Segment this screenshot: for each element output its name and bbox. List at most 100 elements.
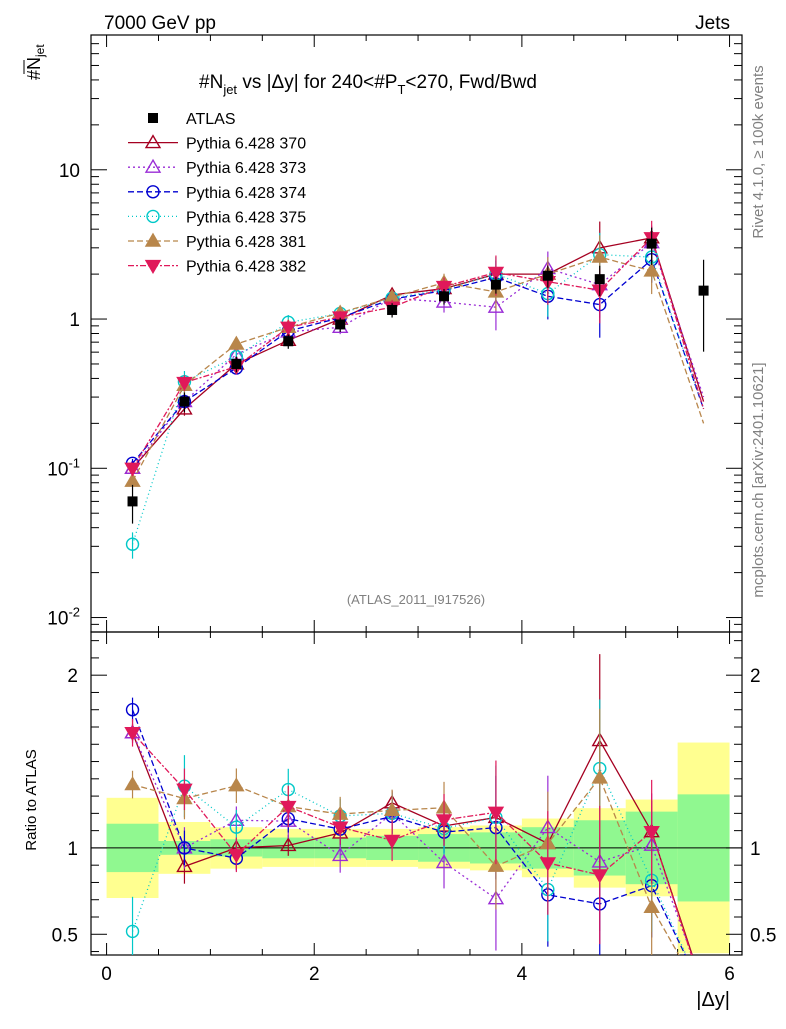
title-part-c: jet: [222, 82, 237, 97]
main-plot: 10 1 10-1 10-2: [47, 34, 743, 633]
series-ratio: [124, 718, 693, 955]
series-main: [125, 232, 705, 559]
series-line: [132, 237, 705, 469]
marker-atlas: [594, 274, 605, 285]
marker-triangle-down: [383, 834, 401, 849]
marker-triangle-down: [176, 376, 193, 392]
x-tick-label: 0: [101, 964, 112, 985]
title-part-g: <270, Fwd/Bwd: [405, 72, 537, 93]
marker-atlas: [646, 238, 657, 249]
marker-triangle-up: [591, 769, 608, 784]
marker-atlas: [490, 279, 501, 290]
x-tick-label: 4: [517, 964, 528, 985]
legend-label-atlas: ATLAS: [186, 111, 236, 128]
marker-triangle-up: [176, 858, 193, 873]
ratio-tick-label: 1: [67, 839, 78, 860]
marker-atlas: [698, 285, 709, 296]
x-tick-label: 6: [724, 964, 735, 985]
marker-triangle-down: [539, 857, 557, 872]
legend-label: Pythia 6.428 370: [186, 136, 306, 153]
title-part-e: P: [385, 72, 398, 93]
marker-triangle-down: [228, 849, 245, 864]
series-main: [125, 242, 705, 470]
marker-triangle-up: [144, 232, 162, 247]
marker-atlas: [387, 304, 398, 315]
y-tick-label: 10: [59, 161, 80, 182]
legend-label: Pythia 6.428 375: [186, 209, 306, 226]
marker-triangle-up: [124, 776, 141, 791]
ratio-tick-label: 0.5: [52, 925, 78, 946]
ratio-tick-label-right: 0.5: [750, 925, 776, 946]
marker-atlas: [231, 358, 242, 369]
title-part-f: T: [397, 82, 405, 97]
ratio-line: [131, 732, 693, 955]
marker-circle: [125, 703, 140, 717]
marker-atlas: [127, 496, 138, 507]
marker-circle: [229, 820, 244, 834]
series-line: [132, 241, 705, 469]
x-ticks: 0 2 4 6: [101, 35, 735, 985]
marker-triangle-up: [176, 400, 193, 415]
ratio-y-ticks: 2 2 1 1 0.5 0.5: [52, 640, 776, 953]
marker-atlas: [439, 291, 450, 302]
marker-triangle-down: [435, 280, 453, 295]
marker-triangle-down: [591, 869, 608, 884]
legend-label: Pythia 6.428 374: [186, 185, 306, 202]
marker-triangle-down: [331, 821, 349, 836]
marker-triangle-up: [591, 248, 608, 263]
ratio-plot: 0 2 4 6 2 2 1 1 0.5 0.5: [52, 35, 776, 985]
marker-triangle-down: [643, 826, 660, 841]
marker-circle: [125, 537, 140, 551]
marker-triangle-down: [144, 259, 162, 274]
y-tick-label: 10-1: [47, 455, 80, 480]
marker-triangle-up: [643, 262, 660, 277]
marker-triangle-down: [124, 727, 141, 742]
marker-triangle-up: [228, 335, 245, 350]
ratio-line: [132, 732, 693, 955]
side-label-rivet: Rivet 4.1.0, ≥ 100k events: [750, 65, 767, 238]
marker-atlas: [542, 270, 553, 281]
marker-circle: [146, 185, 160, 199]
marker-triangle-down: [435, 814, 453, 829]
x-axis-title: |Δy|: [696, 989, 730, 1011]
series-line: [131, 256, 705, 482]
ratio-y-axis-title: Ratio to ATLAS: [23, 749, 40, 850]
y-ticks: 10 1 10-1 10-2: [47, 34, 742, 633]
marker-triangle-up: [383, 801, 401, 817]
marker-triangle-down: [176, 783, 193, 798]
marker-atlas: [179, 396, 190, 407]
marker-triangle-up: [643, 898, 660, 913]
marker-circle: [125, 924, 140, 939]
marker-triangle-down: [487, 266, 505, 281]
series-line: [131, 236, 705, 469]
legend-label: Pythia 6.428 381: [186, 234, 306, 251]
title-part-d: vs |Δy| for 240<#: [237, 72, 385, 93]
marker-atlas: [335, 319, 346, 330]
ratio-tick-label: 2: [67, 666, 78, 687]
y-axis-title: #Njet: [24, 44, 47, 80]
side-label-mcplots: mcplots.cern.ch [arXiv:2401.10621]: [750, 362, 767, 597]
watermark: (ATLAS_2011_I917526): [347, 592, 485, 607]
series-line: [132, 258, 705, 464]
ratio-line: [132, 776, 680, 955]
marker-triangle-up: [331, 847, 349, 862]
marker-triangle-up: [487, 298, 505, 313]
y-tick-label: 10-2: [47, 605, 80, 630]
svg-text:#Njet: #Njet: [24, 44, 47, 80]
series-line: [131, 253, 705, 545]
marker-triangle-up: [144, 158, 162, 173]
marker-triangle-up: [487, 857, 505, 872]
marker-triangle-up: [280, 837, 297, 852]
y-tick-label: 1: [69, 310, 80, 331]
header-left: 7000 GeV pp: [104, 13, 216, 34]
marker-atlas: [283, 336, 294, 347]
legend-label: Pythia 6.428 382: [186, 259, 306, 276]
x-tick-label: 2: [309, 964, 320, 985]
marker-triangle-down: [280, 321, 297, 336]
y-axis-title-sub: jet: [33, 44, 47, 58]
svg-text:#Njet vs |Δy| for 240<#PT<270,: #Njet vs |Δy| for 240<#PT<270, Fwd/Bwd: [199, 72, 537, 97]
ratio-line: [131, 709, 686, 955]
atlas-data: [127, 227, 709, 524]
ratio-line: [131, 732, 693, 955]
